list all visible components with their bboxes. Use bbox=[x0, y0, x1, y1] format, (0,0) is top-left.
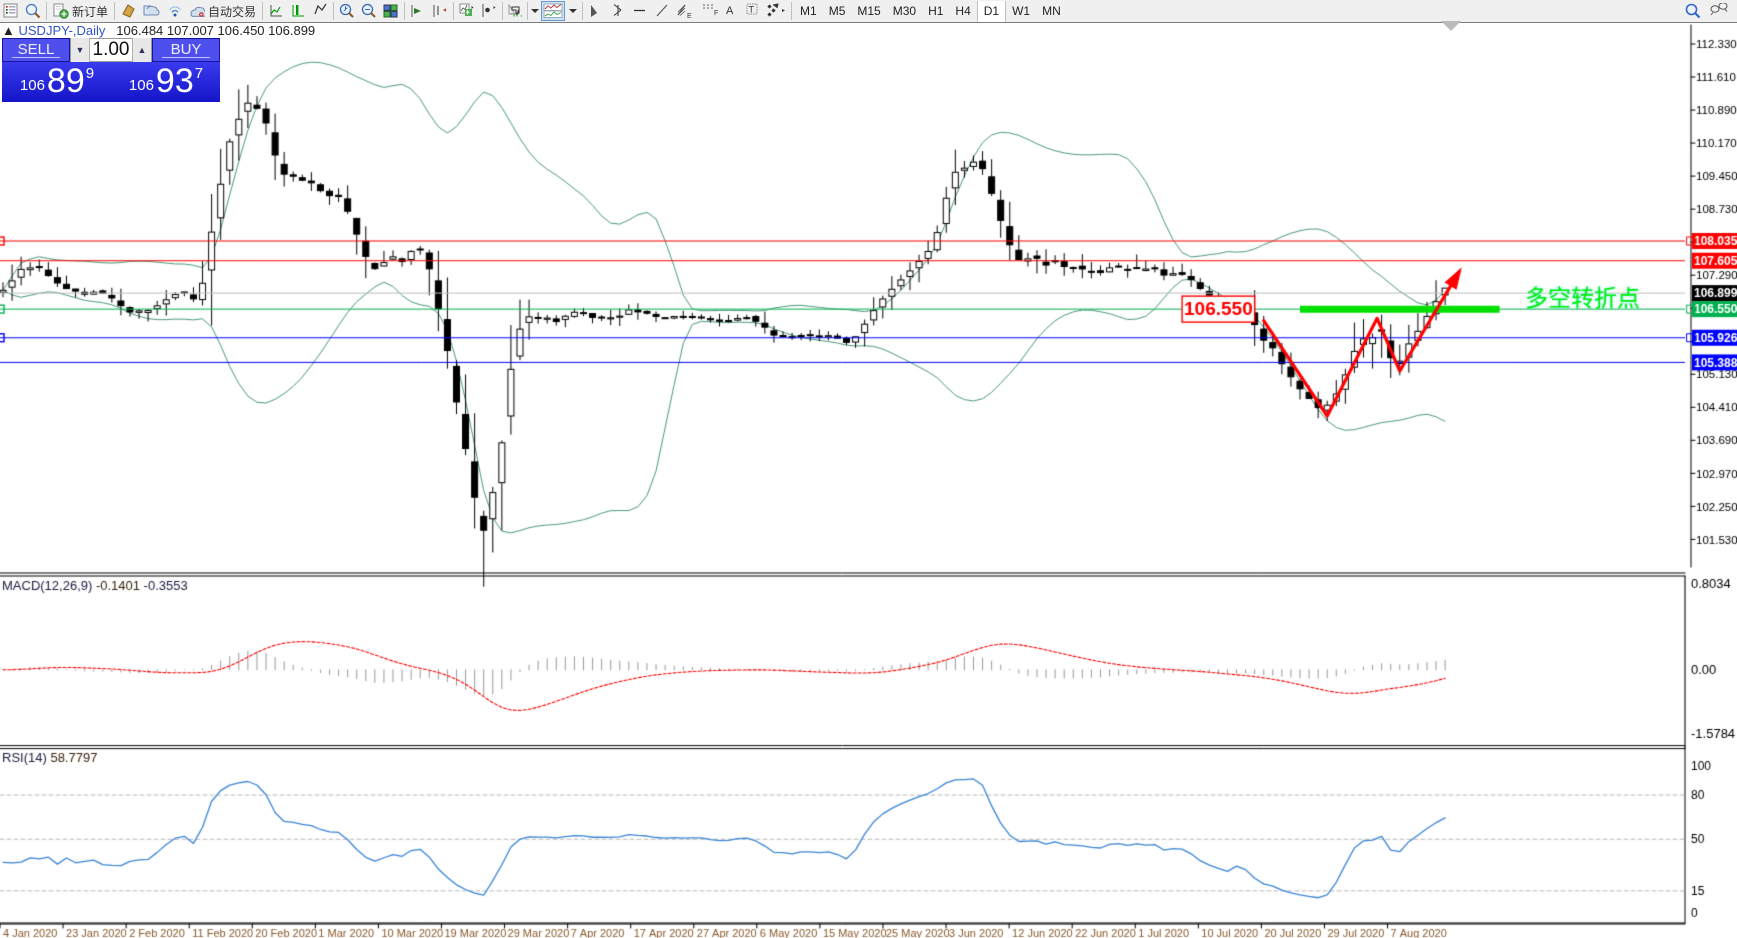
svg-text:F: F bbox=[714, 10, 718, 17]
svg-text:T: T bbox=[749, 5, 755, 15]
svg-text:A: A bbox=[726, 5, 734, 17]
svg-text:E: E bbox=[687, 13, 692, 19]
